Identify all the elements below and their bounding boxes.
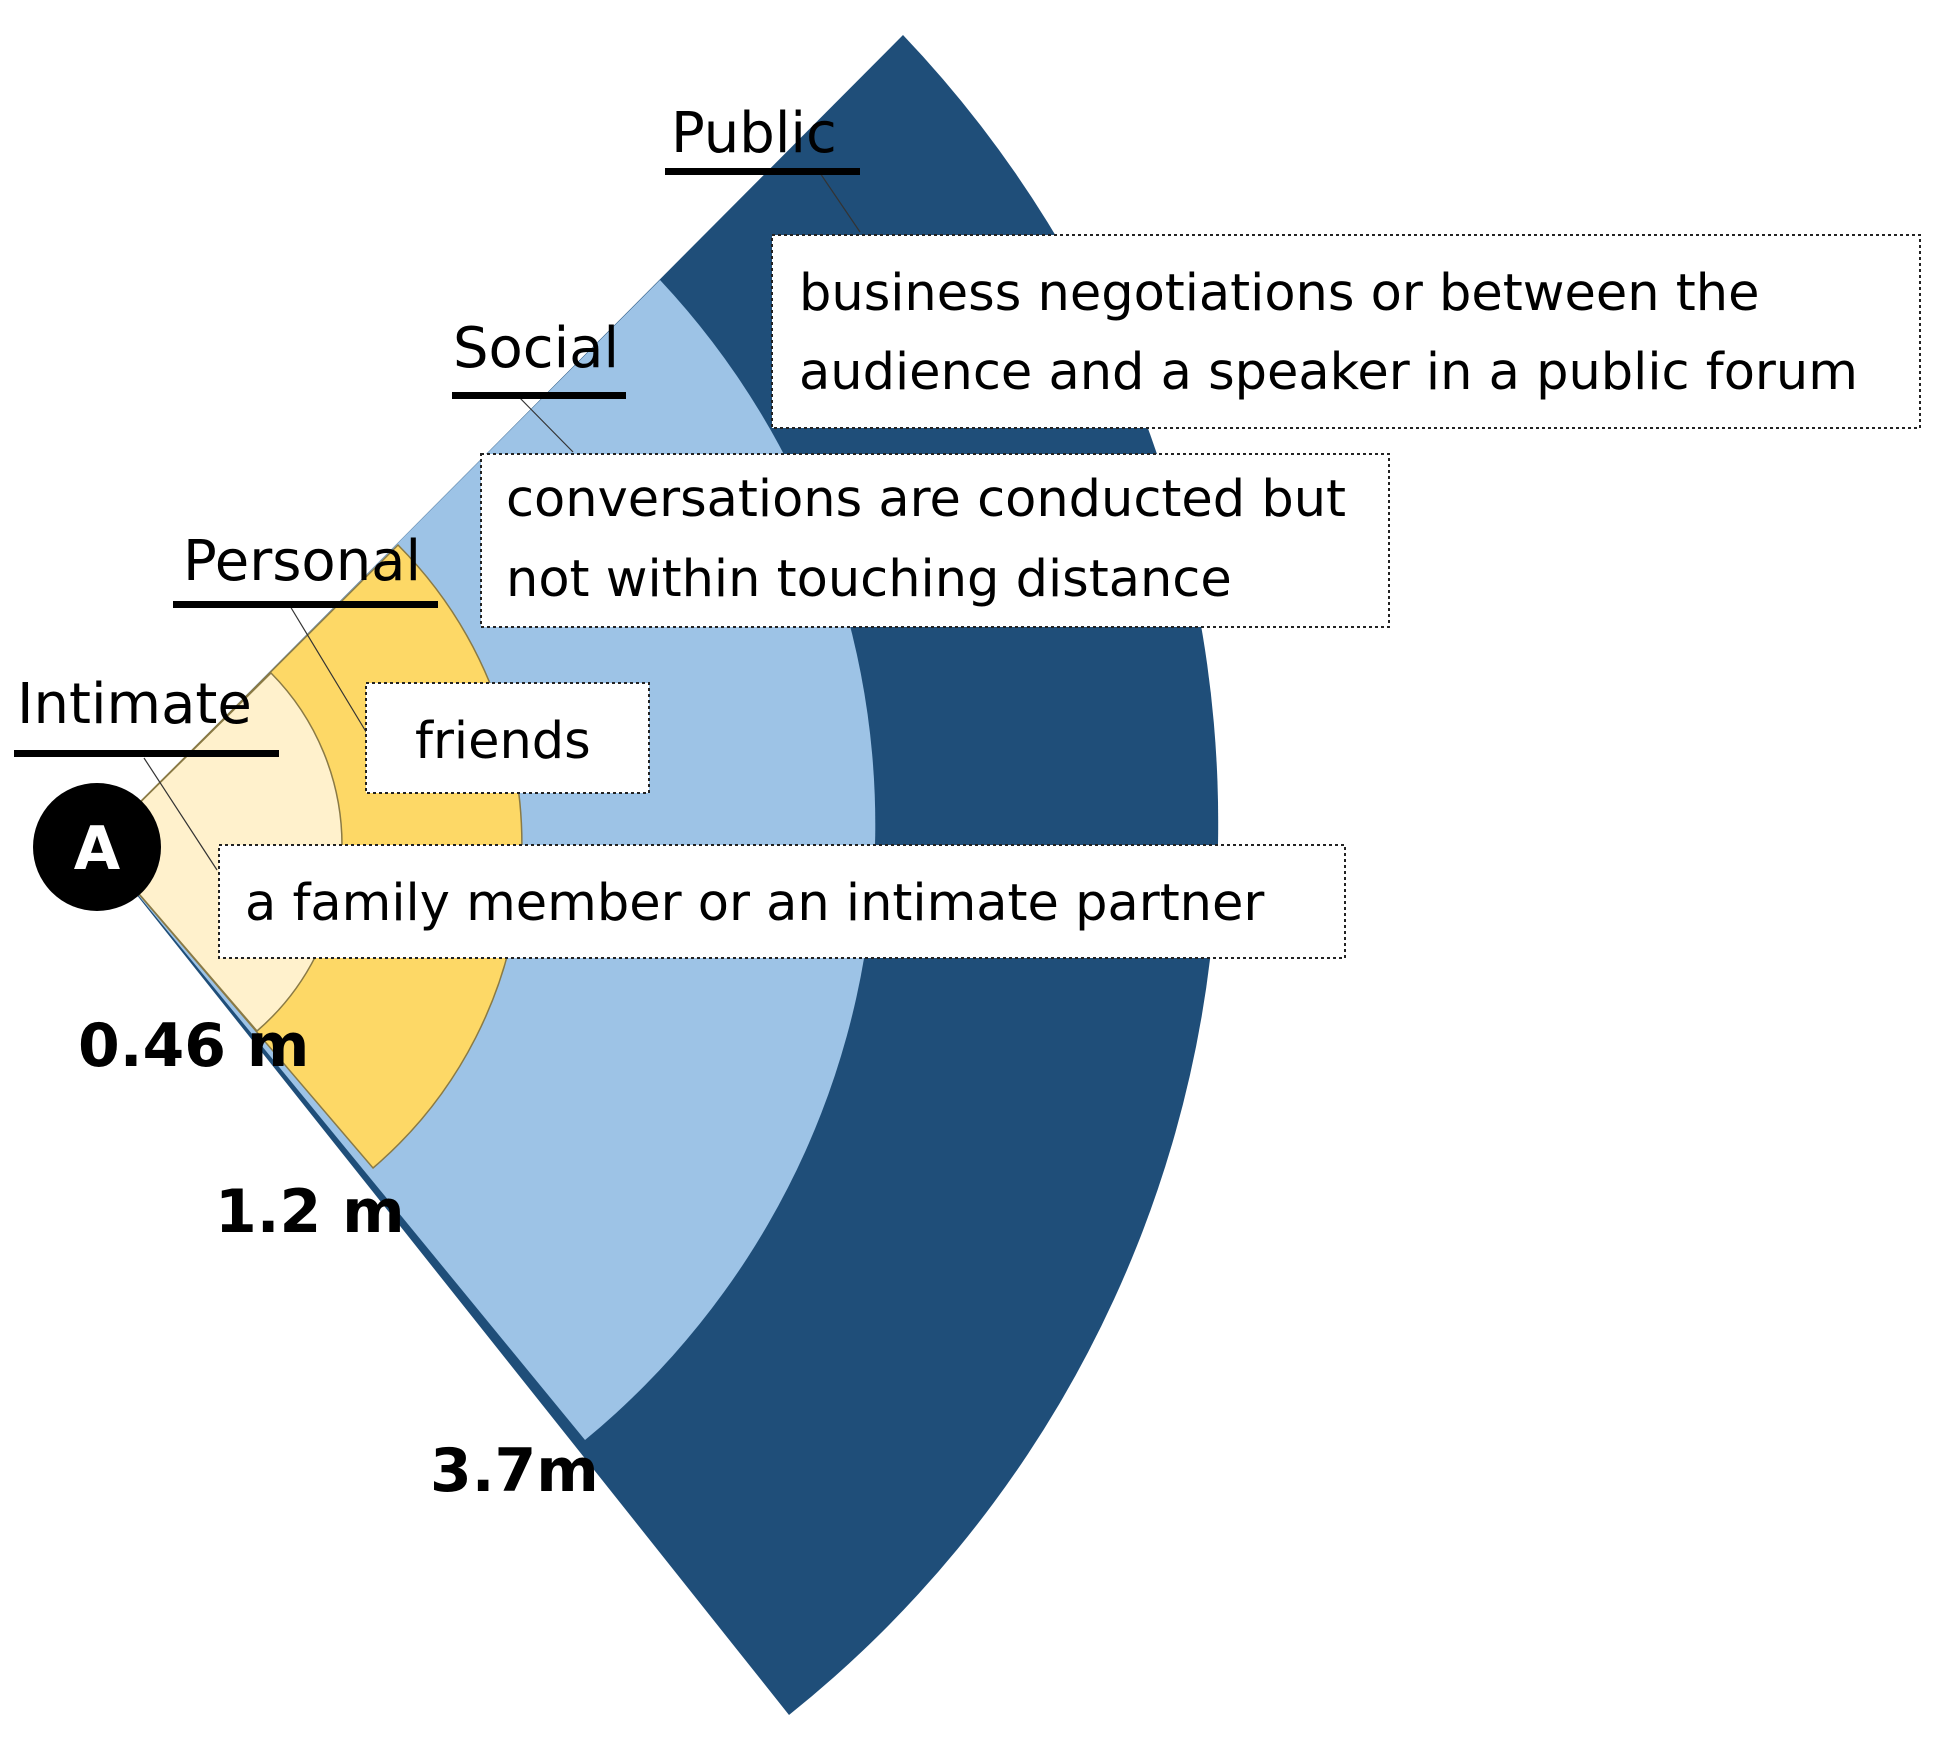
social-description-line-2: not within touching distance — [506, 550, 1232, 609]
distance-label-social: 3.7m — [430, 1436, 599, 1506]
public-leader-line — [819, 172, 861, 233]
public-title-underline — [665, 168, 860, 175]
origin-marker-label: A — [74, 814, 121, 884]
intimate-title: Intimate — [17, 672, 252, 737]
public-description-box: business negotiations or between the aud… — [771, 234, 1921, 429]
personal-description-box: friends — [365, 682, 650, 794]
origin-marker-circle — [33, 783, 161, 911]
social-description-box: conversations are conducted but not with… — [480, 453, 1390, 628]
distance-label-personal: 1.2 m — [215, 1177, 405, 1247]
public-title: Public — [671, 101, 837, 166]
social-title: Social — [453, 316, 619, 381]
public-description-line-2: audience and a speaker in a public forum — [799, 343, 1858, 402]
intimate-leader-line — [143, 757, 218, 871]
distance-label-intimate: 0.46 m — [78, 1011, 309, 1081]
personal-leader-line — [289, 605, 369, 736]
social-description-line-1: conversations are conducted but — [506, 470, 1346, 529]
intimate-description-line-1: a family member or an intimate partner — [245, 874, 1264, 933]
social-leader-line — [514, 392, 574, 453]
personal-description-line-1: friends — [415, 712, 591, 771]
personal-title: Personal — [183, 529, 421, 594]
intimate-title-underline — [14, 750, 279, 757]
social-title-underline — [452, 392, 626, 399]
public-description-line-1: business negotiations or between the — [799, 264, 1759, 323]
intimate-description-box: a family member or an intimate partner — [218, 844, 1346, 959]
personal-title-underline — [173, 601, 438, 608]
